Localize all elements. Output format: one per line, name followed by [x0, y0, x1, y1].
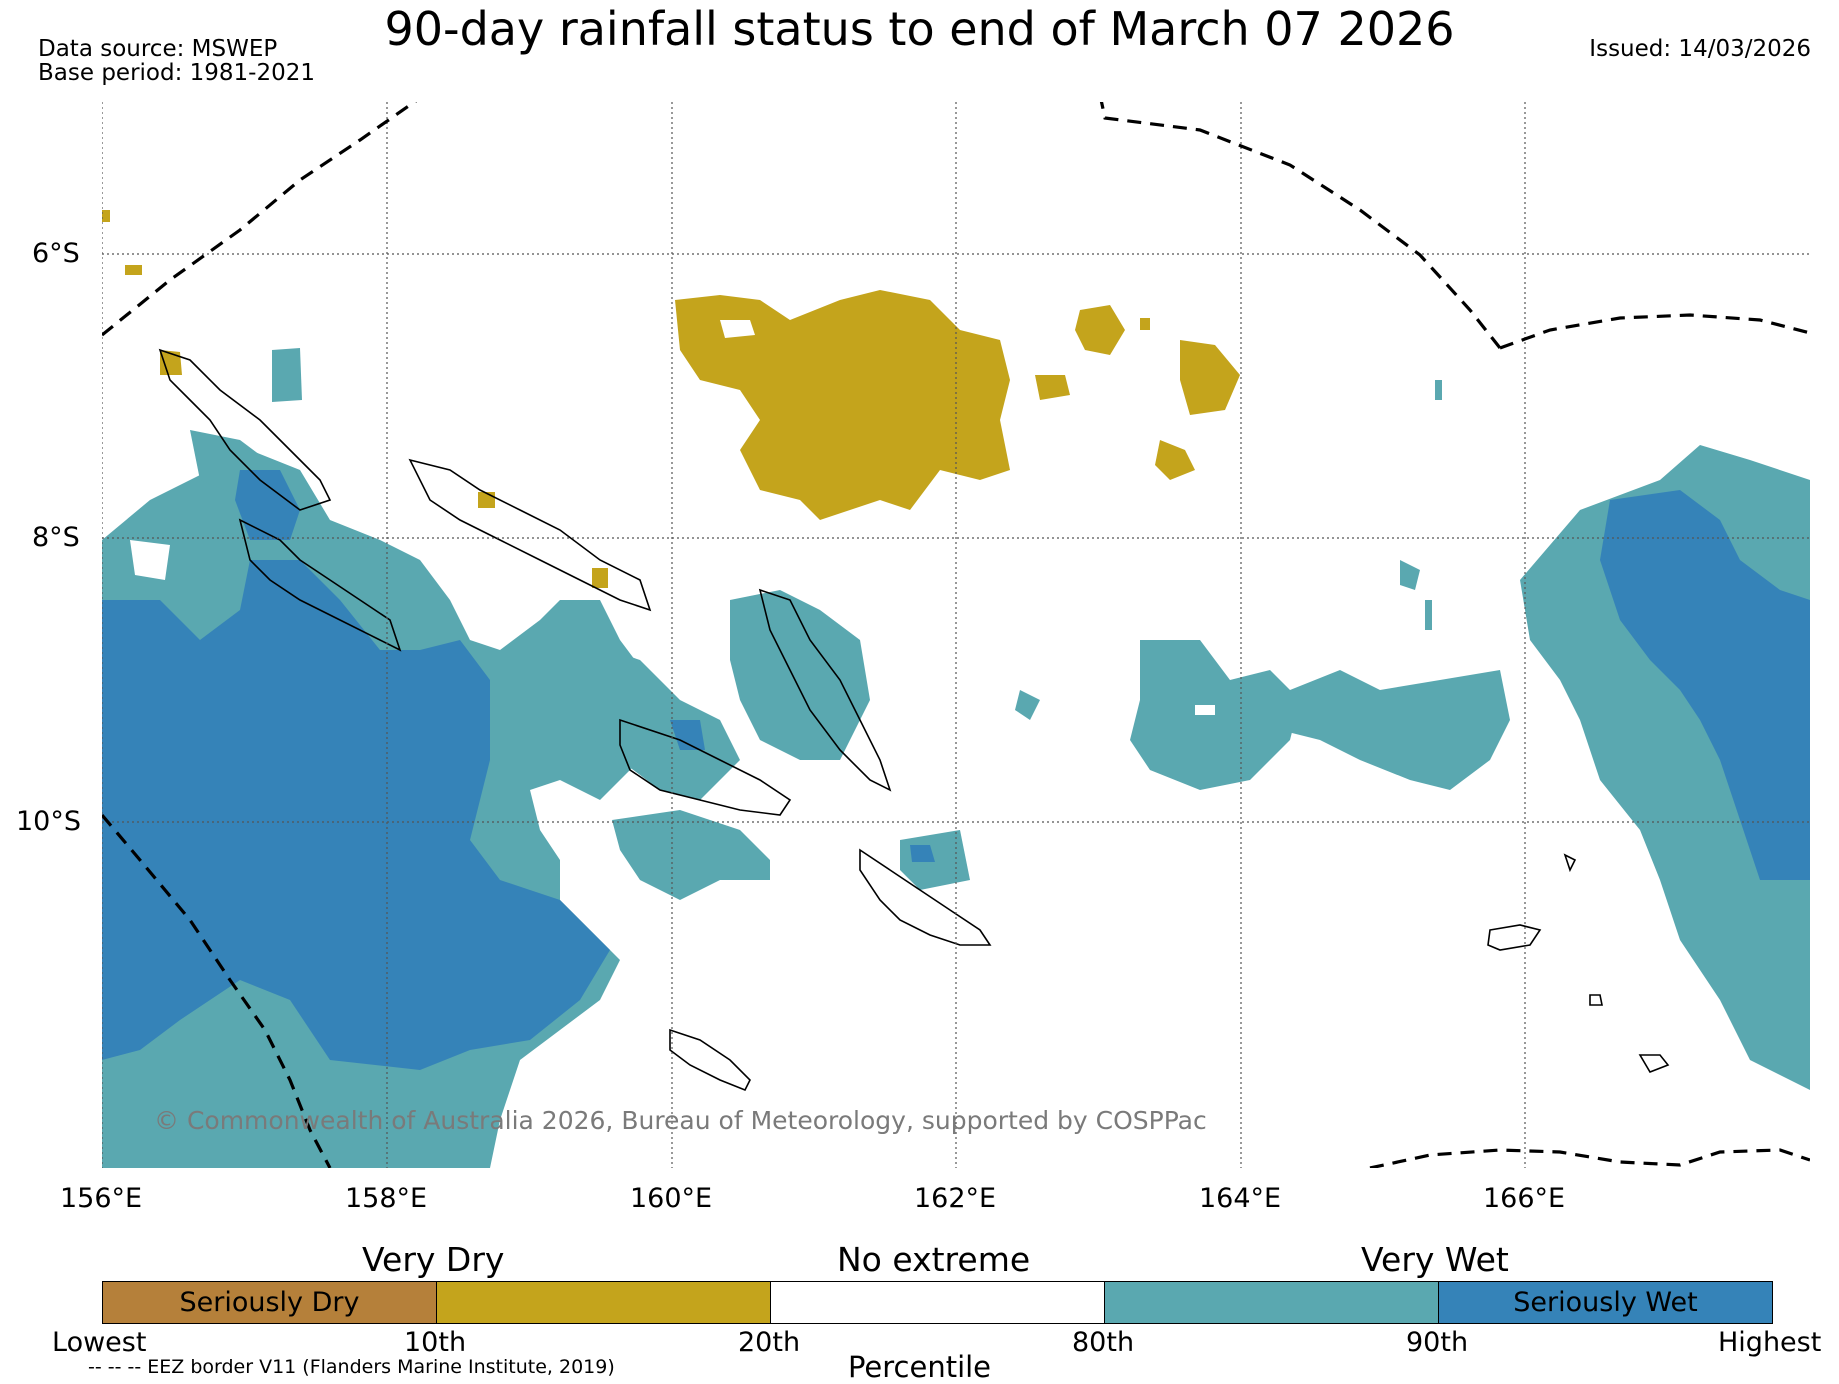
swatch-seriously-dry: Seriously Dry	[103, 1282, 437, 1323]
copyright-notice: © Commonwealth of Australia 2026, Bureau…	[154, 1106, 1207, 1135]
swatch-label-seriously-wet: Seriously Wet	[1513, 1287, 1698, 1318]
lon-label-160e: 160°E	[630, 1183, 713, 1214]
lon-label-162e: 162°E	[914, 1183, 997, 1214]
tick-10th: 10th	[404, 1327, 467, 1358]
tick-20th: 20th	[738, 1327, 801, 1358]
seriously-wet-areas	[102, 470, 1810, 1070]
lon-label-166e: 166°E	[1483, 1183, 1566, 1214]
swatch-very-dry	[437, 1282, 771, 1323]
map-title: 90-day rainfall status to end of March 0…	[384, 2, 1455, 56]
swatch-seriously-wet: Seriously Wet	[1439, 1282, 1772, 1323]
legend-category-very-dry: Very Dry	[362, 1240, 505, 1279]
coastlines	[158, 348, 1670, 1092]
tick-lowest: Lowest	[52, 1327, 147, 1358]
legend-category-no-extreme: No extreme	[837, 1240, 1031, 1279]
lon-label-158e: 158°E	[345, 1183, 428, 1214]
base-period: Base period: 1981-2021	[38, 60, 316, 86]
percentile-axis-label: Percentile	[847, 1350, 992, 1384]
tick-90th: 90th	[1406, 1327, 1469, 1358]
eez-border-note: -- -- -- EEZ border V11 (Flanders Marine…	[88, 1356, 615, 1378]
very-dry-areas	[102, 210, 1240, 588]
tick-80th: 80th	[1072, 1327, 1135, 1358]
lat-label-6s: 6°S	[32, 238, 80, 269]
lat-label-8s: 8°S	[32, 522, 80, 553]
swatch-no-extreme	[771, 1282, 1105, 1323]
data-source: Data source: MSWEP	[38, 36, 278, 62]
tick-highest: Highest	[1718, 1327, 1822, 1358]
lat-label-10s: 10°S	[16, 806, 81, 837]
eez-borders	[102, 102, 1810, 1168]
swatch-label-seriously-dry: Seriously Dry	[179, 1287, 360, 1318]
lon-label-156e: 156°E	[60, 1183, 143, 1214]
issued-date: Issued: 14/03/2026	[1589, 36, 1811, 62]
swatch-very-wet	[1105, 1282, 1439, 1323]
legend-colorbar: Seriously Dry Seriously Wet	[102, 1281, 1773, 1324]
lon-label-164e: 164°E	[1199, 1183, 1282, 1214]
legend-category-very-wet: Very Wet	[1361, 1240, 1509, 1279]
